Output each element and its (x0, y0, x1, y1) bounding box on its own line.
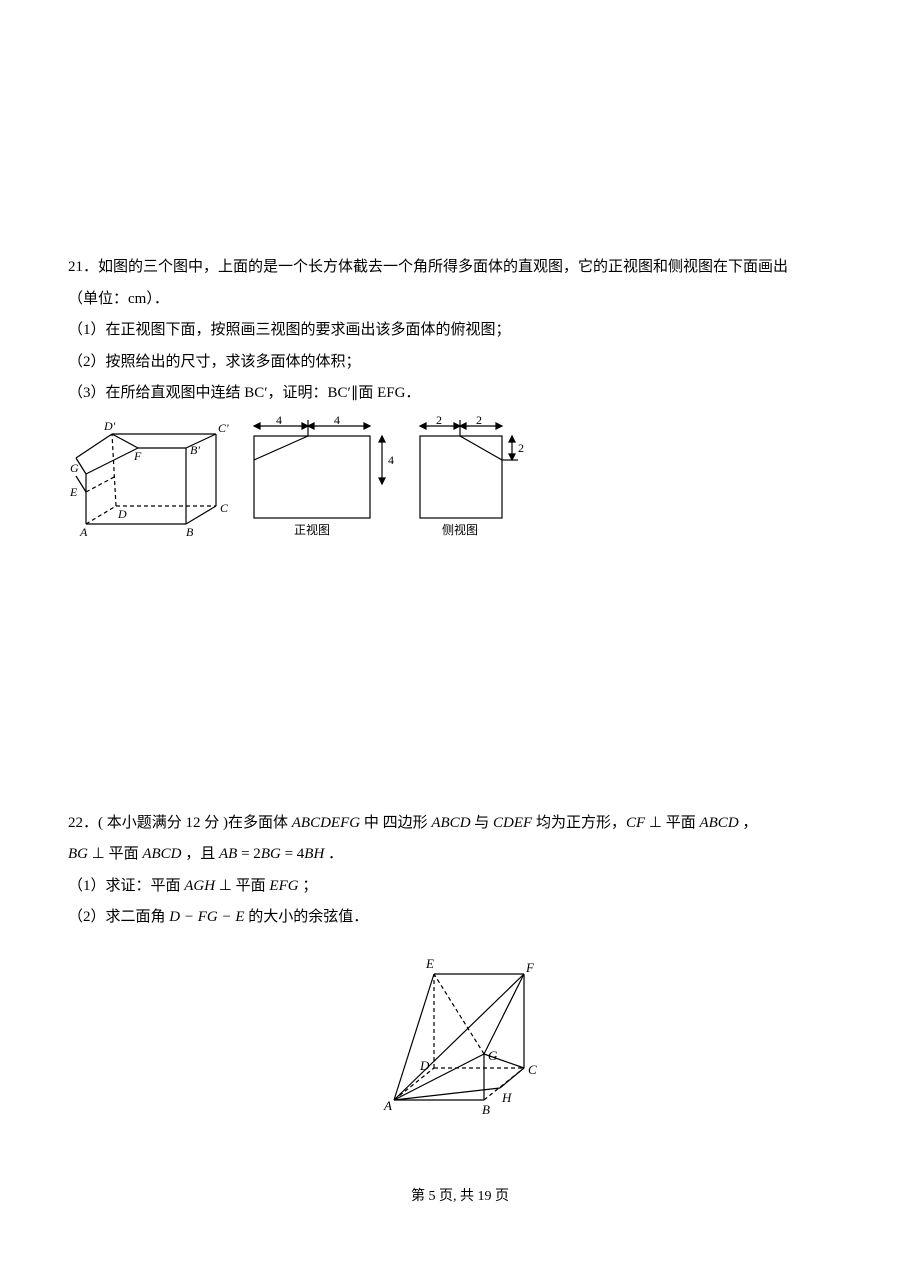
side-dim-left: 2 (436, 414, 442, 427)
page-content: 21．如图的三个图中，上面的是一个长方体截去一个角所得多面体的直观图，它的正视图… (68, 252, 856, 1123)
lbl-Bp: B' (190, 443, 200, 457)
q22-lbl-A: A (383, 1098, 392, 1113)
page-footer: 第 5 页, 共 19 页 (0, 1185, 920, 1205)
q22: 22．( 本小题满分 12 分 )在多面体 ABCDEFG 中 四边形 ABCD… (68, 808, 856, 1123)
lbl-A: A (79, 525, 88, 539)
lbl-F: F (133, 449, 142, 463)
front-dim-left: 4 (276, 414, 282, 427)
lbl-G: G (70, 461, 79, 475)
front-dim-h: 4 (388, 453, 394, 467)
q21-stem-line1: 21．如图的三个图中，上面的是一个长方体截去一个角所得多面体的直观图，它的正视图… (68, 252, 856, 284)
q21-side-view: 2 2 2 侧视图 (410, 414, 542, 540)
lbl-Cp: C' (218, 421, 229, 435)
front-label: 正视图 (294, 522, 330, 537)
q21-stem-line2: （单位：cm）． (68, 284, 856, 316)
front-dim-right: 4 (334, 414, 340, 427)
lbl-E: E (69, 485, 78, 499)
q22-lbl-F: F (525, 960, 535, 975)
q22-lbl-H: H (501, 1090, 512, 1105)
q21-oblique-figure: A B C D E F G B' C' D' (68, 414, 236, 540)
q21-dot: ． (83, 259, 98, 275)
q21-part2: （2）按照给出的尺寸，求该多面体的体积； (68, 347, 856, 379)
q22-lbl-G: G (488, 1048, 498, 1063)
q22-dot: ． (83, 815, 98, 831)
lbl-Dp: D' (103, 419, 116, 433)
q21-part3: （3）在所给直观图中连结 BC′，证明：BC′∥面 EFG． (68, 378, 856, 410)
q22-number: 22 (68, 815, 83, 831)
lbl-D: D (117, 507, 127, 521)
q21-number: 21 (68, 259, 83, 275)
q22-lbl-B: B (482, 1102, 490, 1117)
side-label: 侧视图 (442, 522, 478, 537)
q21-front-view: 4 4 4 正视图 (244, 414, 402, 540)
q22-figure-wrap: A B H C D G E F (68, 948, 856, 1123)
q22-lbl-D: D (419, 1058, 430, 1073)
q22-stem-line1: 22．( 本小题满分 12 分 )在多面体 ABCDEFG 中 四边形 ABCD… (68, 808, 856, 840)
q22-stem-line2: BG ⊥ 平面 ABCD ，且 AB = 2BG = 4BH ． (68, 839, 856, 871)
side-dim-right: 2 (476, 414, 482, 427)
q21: 21．如图的三个图中，上面的是一个长方体截去一个角所得多面体的直观图，它的正视图… (68, 252, 856, 540)
q21-part1: （1）在正视图下面，按照画三视图的要求画出该多面体的俯视图； (68, 315, 856, 347)
q22-part1: （1）求证：平面 AGH ⊥ 平面 EFG ； (68, 871, 856, 903)
q21-stem-a: 如图的三个图中，上面的是一个长方体截去一个角所得多面体的直观图，它的正视图和侧视… (98, 259, 788, 275)
q21-figures: A B C D E F G B' C' D' (68, 414, 856, 540)
lbl-B: B (186, 525, 194, 539)
q22-lbl-C: C (528, 1062, 537, 1077)
side-dim-cut: 2 (518, 441, 524, 455)
q22-part2: （2）求二面角 D − FG − E 的大小的余弦值． (68, 902, 856, 934)
q22-lbl-E: E (425, 956, 434, 971)
lbl-C: C (220, 501, 229, 515)
q22-figure: A B H C D G E F (372, 948, 552, 1118)
